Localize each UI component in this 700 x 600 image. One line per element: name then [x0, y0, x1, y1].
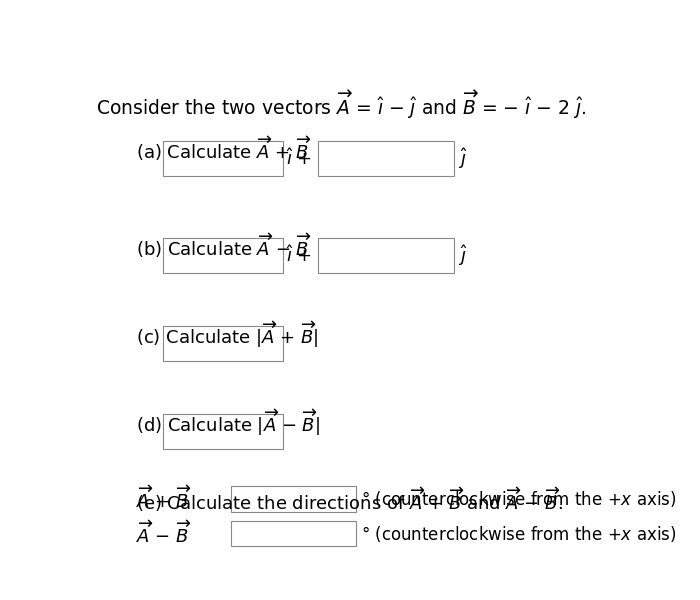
- Text: (d) Calculate $|\overrightarrow{A}$ $-$ $\overrightarrow{B}|$: (d) Calculate $|\overrightarrow{A}$ $-$ …: [136, 407, 321, 438]
- Text: ° (counterclockwise from the +$x$ axis): ° (counterclockwise from the +$x$ axis): [361, 489, 677, 509]
- Text: (c) Calculate $|\overrightarrow{A}$ + $\overrightarrow{B}|$: (c) Calculate $|\overrightarrow{A}$ + $\…: [136, 319, 318, 350]
- Bar: [231, 521, 356, 547]
- Text: $\overrightarrow{A}$ + $\overrightarrow{B}$: $\overrightarrow{A}$ + $\overrightarrow{…: [136, 485, 192, 512]
- Text: $\hat{\imath}$ +: $\hat{\imath}$ +: [286, 148, 312, 169]
- Text: $\hat{\jmath}$: $\hat{\jmath}$: [458, 146, 468, 171]
- Bar: [318, 238, 454, 273]
- Bar: [163, 414, 283, 449]
- Text: Consider the two vectors $\overrightarrow{A}$ = $\hat{\imath}$ $-$ $\hat{\jmath}: Consider the two vectors $\overrightarro…: [96, 88, 587, 121]
- Text: (b) Calculate $\overrightarrow{A}$ $-$ $\overrightarrow{B}$: (b) Calculate $\overrightarrow{A}$ $-$ $…: [136, 232, 312, 260]
- Bar: [163, 326, 283, 361]
- Text: $\overrightarrow{A}$ $-$ $\overrightarrow{B}$: $\overrightarrow{A}$ $-$ $\overrightarro…: [136, 520, 192, 547]
- Bar: [231, 487, 356, 512]
- Text: $\hat{\imath}$ +: $\hat{\imath}$ +: [286, 245, 312, 266]
- Bar: [163, 141, 283, 176]
- Bar: [163, 238, 283, 273]
- Bar: [318, 141, 454, 176]
- Text: $\hat{\jmath}$: $\hat{\jmath}$: [458, 243, 468, 268]
- Text: (e) Calculate the directions of $\overrightarrow{A}$ + $\overrightarrow{B}$ and : (e) Calculate the directions of $\overri…: [136, 485, 563, 514]
- Text: ° (counterclockwise from the +$x$ axis): ° (counterclockwise from the +$x$ axis): [361, 524, 677, 544]
- Text: (a) Calculate $\overrightarrow{A}$ + $\overrightarrow{B}$: (a) Calculate $\overrightarrow{A}$ + $\o…: [136, 134, 312, 163]
